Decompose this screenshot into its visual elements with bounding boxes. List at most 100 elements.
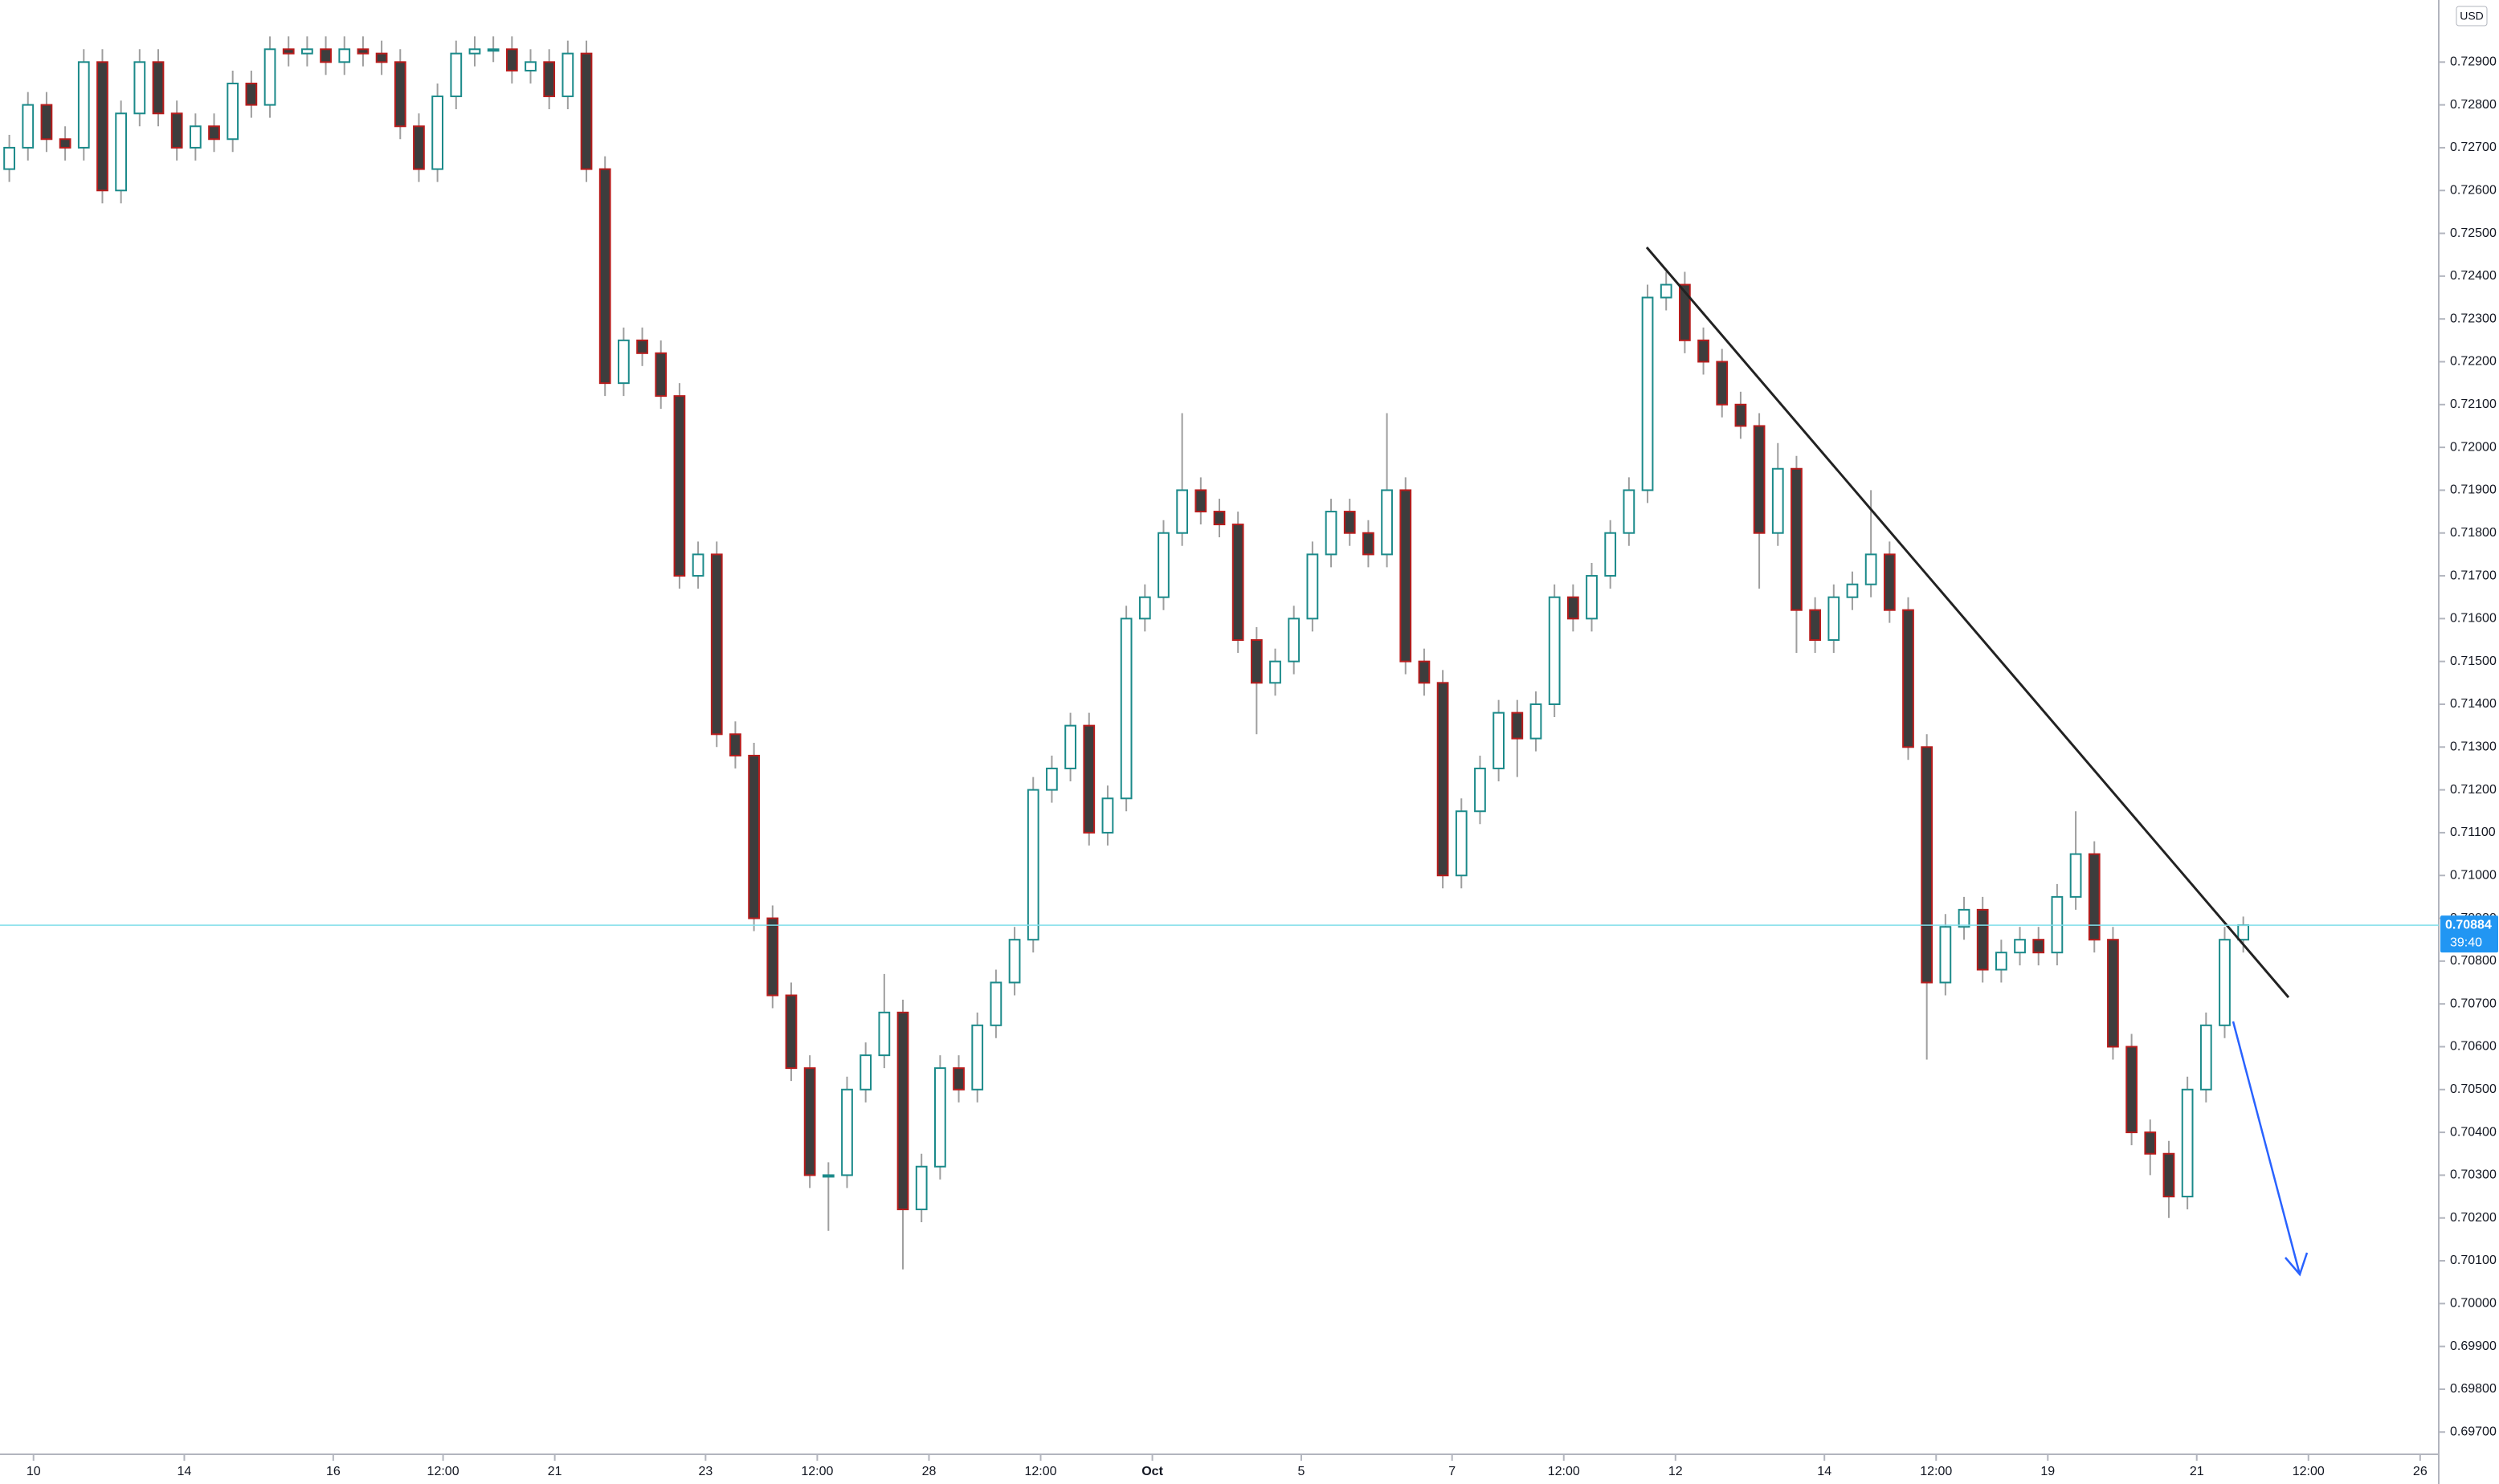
- candle-body: [655, 352, 668, 398]
- candle-body: [208, 125, 220, 141]
- candle-body: [1213, 511, 1226, 526]
- x-tick-label: 12:00: [1920, 1465, 1952, 1478]
- y-tick-label: 0.71200: [2450, 783, 2497, 797]
- candle-body: [1138, 596, 1151, 620]
- y-tick-label: 0.72300: [2450, 312, 2497, 325]
- last-price-box: [2440, 915, 2498, 953]
- candle-body: [860, 1054, 872, 1091]
- candle-body: [505, 48, 518, 71]
- candle-body: [227, 82, 239, 141]
- candle-body: [1511, 711, 1524, 740]
- candle-body: [990, 981, 1002, 1026]
- candle-body: [1250, 639, 1263, 684]
- candle-body: [2069, 853, 2082, 898]
- candle-body: [915, 1165, 928, 1211]
- y-tick-label: 0.72400: [2450, 269, 2497, 283]
- candle-body: [3, 146, 15, 170]
- candle-body: [59, 138, 71, 149]
- y-tick-label: 0.72100: [2450, 398, 2497, 411]
- candle-body: [878, 1011, 891, 1057]
- candle-body: [525, 61, 537, 71]
- currency-box[interactable]: USD: [2456, 6, 2488, 26]
- candle-body: [1623, 489, 1635, 534]
- candle-body: [803, 1067, 816, 1176]
- y-tick-label: 0.70000: [2450, 1297, 2497, 1311]
- candle-body: [1306, 553, 1319, 620]
- x-tick-label: 7: [1448, 1465, 1456, 1478]
- candle-body: [1064, 724, 1076, 769]
- candle-body: [1399, 489, 1412, 662]
- candle-body: [1791, 467, 1803, 611]
- candle-body: [618, 339, 630, 385]
- y-tick-label: 0.72900: [2450, 55, 2497, 69]
- y-tick-label: 0.72700: [2450, 141, 2497, 154]
- candle-body: [1083, 724, 1096, 834]
- candle-body: [2107, 939, 2119, 1048]
- candle-body: [282, 48, 295, 55]
- candle-body: [1474, 767, 1486, 813]
- candle-body: [263, 48, 276, 106]
- candle-body: [1939, 926, 1952, 984]
- y-tick-label: 0.71100: [2450, 826, 2496, 839]
- y-tick-label: 0.70300: [2450, 1168, 2497, 1182]
- y-tick-label: 0.69700: [2450, 1425, 2497, 1438]
- y-tick-label: 0.71000: [2450, 868, 2497, 882]
- candle-body: [1604, 532, 1617, 577]
- candle-body: [1753, 425, 1766, 534]
- candle-body: [2088, 853, 2101, 941]
- candle-body: [77, 61, 90, 149]
- y-tick-label: 0.72000: [2450, 440, 2497, 454]
- candle-body: [2237, 924, 2250, 941]
- candle-body: [1492, 711, 1505, 769]
- y-tick-label: 0.72500: [2450, 226, 2497, 240]
- candle-body: [115, 112, 128, 192]
- x-tick-label: 5: [1298, 1465, 1305, 1478]
- candle-body: [841, 1088, 853, 1176]
- candle-body: [1716, 361, 1729, 406]
- candle-body: [431, 95, 443, 170]
- trend-line: [1645, 247, 2290, 998]
- x-tick-label: 16: [326, 1465, 341, 1478]
- x-tick-label: 12:00: [1024, 1465, 1056, 1478]
- candle-body: [1846, 583, 1859, 598]
- candle-body: [301, 48, 313, 55]
- candle-body: [1697, 339, 1709, 363]
- candle-body: [1176, 489, 1189, 534]
- y-tick-label: 0.69800: [2450, 1382, 2497, 1396]
- candle-body: [971, 1024, 984, 1091]
- candle-body: [598, 168, 611, 385]
- candle-body: [1660, 283, 1672, 299]
- candle-body: [1995, 952, 2007, 971]
- candle-body: [1158, 532, 1170, 598]
- candle-body: [1325, 511, 1337, 556]
- x-tick-label: Oct: [1141, 1465, 1163, 1478]
- candle-body: [1827, 596, 1840, 642]
- candle-body: [1231, 524, 1244, 642]
- candle-body: [2219, 939, 2231, 1026]
- candle-body: [1548, 596, 1561, 705]
- countdown-label: 39:40: [2450, 936, 2482, 949]
- plot-area: [3, 36, 2250, 1270]
- x-tick-label: 26: [2413, 1465, 2428, 1478]
- y-tick-label: 0.72800: [2450, 98, 2497, 112]
- candle-body: [748, 754, 760, 919]
- candle-body: [1679, 283, 1691, 341]
- x-tick-label: 12:00: [2293, 1465, 2325, 1478]
- candle-body: [933, 1067, 946, 1168]
- candle-body: [1362, 532, 1374, 556]
- candle-body: [953, 1067, 965, 1091]
- x-tick-label: 23: [698, 1465, 713, 1478]
- y-tick-label: 0.71800: [2450, 526, 2497, 540]
- candle-body: [2125, 1046, 2138, 1134]
- y-tick-label: 0.70600: [2450, 1040, 2497, 1054]
- y-tick-label: 0.71900: [2450, 483, 2497, 497]
- y-tick-label: 0.72600: [2450, 183, 2497, 197]
- candle-body: [1641, 296, 1654, 491]
- candle-body: [320, 48, 332, 63]
- candle-body: [785, 994, 798, 1070]
- candle-body: [1027, 789, 1039, 941]
- x-tick-label: 12:00: [801, 1465, 833, 1478]
- candle-body: [543, 61, 556, 97]
- candle-body: [636, 339, 648, 354]
- candle-body: [1586, 575, 1598, 620]
